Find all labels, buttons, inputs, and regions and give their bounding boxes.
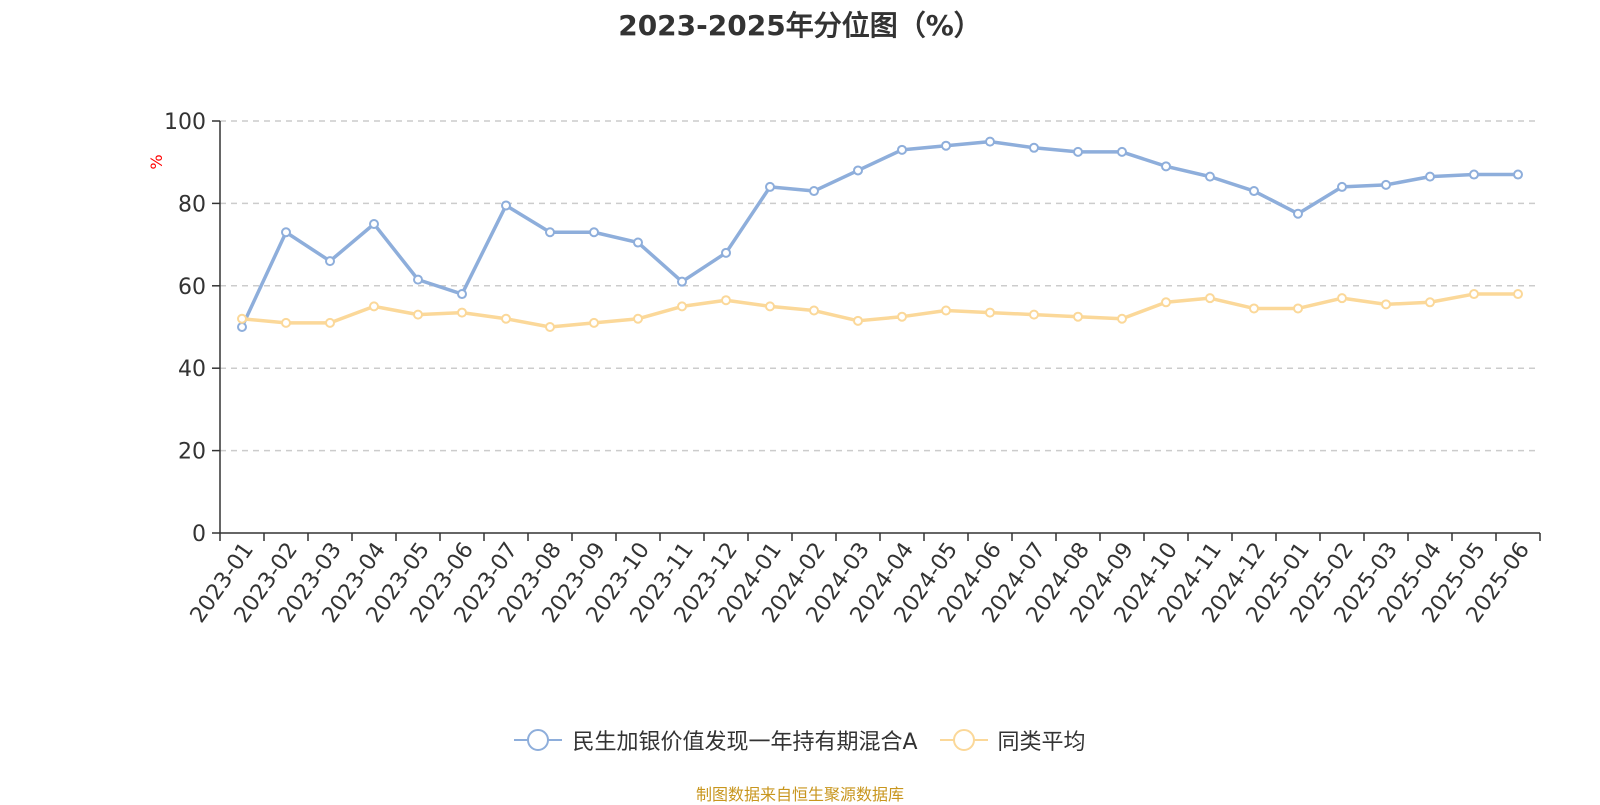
legend-marker-series-1 (514, 729, 563, 751)
data-point (1161, 161, 1171, 172)
legend-item-series-1[interactable]: 民生加银价值发现一年持有期混合A (514, 724, 918, 756)
data-point (1425, 171, 1435, 182)
data-point (281, 227, 291, 238)
chart-title: 2023-2025年分位图（%） (618, 9, 982, 42)
data-point (1117, 146, 1127, 157)
y-tick-label: 60 (178, 275, 206, 300)
source-note: 制图数据来自恒生聚源数据库 (695, 785, 904, 804)
data-point (589, 227, 599, 238)
data-point (1469, 289, 1479, 300)
data-point (1073, 146, 1083, 157)
data-point (853, 315, 863, 326)
data-point (1249, 303, 1259, 314)
data-point (369, 219, 379, 229)
data-point (413, 274, 423, 285)
data-point (809, 186, 819, 197)
data-point (897, 144, 907, 155)
legend: 民生加银价值发现一年持有期混合A 同类平均 (0, 724, 1600, 756)
data-point (1073, 311, 1083, 322)
series-lines (237, 136, 1523, 332)
data-point (1513, 169, 1523, 180)
data-point (677, 301, 687, 312)
data-point (1117, 313, 1127, 324)
data-point (721, 295, 731, 306)
data-point (633, 237, 643, 248)
data-point (633, 313, 643, 324)
data-point (457, 307, 467, 318)
data-point (237, 313, 247, 324)
y-tick-label: 20 (178, 440, 206, 465)
legend-label-series-2: 同类平均 (997, 730, 1086, 755)
y-tick-label: 100 (164, 110, 206, 135)
data-point (941, 140, 951, 151)
grid-lines (220, 120, 1540, 452)
data-point (281, 317, 291, 328)
data-point (457, 289, 467, 300)
data-point (809, 305, 819, 316)
data-point (501, 313, 511, 324)
data-point (941, 305, 951, 316)
data-point (1337, 181, 1347, 192)
data-point (853, 165, 863, 176)
data-point (325, 317, 335, 328)
series-line-1 (240, 139, 1518, 328)
y-tick-label: 0 (192, 522, 206, 547)
data-point (721, 247, 731, 258)
data-point (325, 256, 335, 267)
data-point (1513, 289, 1523, 300)
data-point (369, 301, 379, 312)
data-point (1205, 171, 1215, 182)
data-point (985, 307, 995, 318)
data-point (1249, 186, 1259, 197)
data-point (1029, 309, 1039, 320)
series-line-2 (241, 292, 1518, 329)
data-point (1293, 208, 1303, 219)
y-tick-label: 40 (178, 357, 206, 382)
data-point (985, 136, 995, 147)
legend-label-series-1: 民生加银价值发现一年持有期混合A (572, 730, 918, 755)
data-point (1425, 297, 1435, 308)
y-tick-label: 80 (178, 192, 206, 217)
data-point (589, 317, 599, 328)
data-point (1381, 179, 1391, 190)
data-point (1161, 297, 1171, 308)
data-point (1029, 142, 1039, 153)
data-point (545, 227, 555, 238)
data-point (1469, 169, 1479, 180)
data-point (765, 181, 775, 192)
data-point (1293, 303, 1303, 314)
data-point (1337, 293, 1347, 304)
data-point (545, 322, 555, 332)
data-point (897, 311, 907, 322)
data-point (237, 322, 247, 332)
data-point (1205, 293, 1215, 304)
data-point (413, 309, 423, 320)
legend-item-series-2[interactable]: 同类平均 (939, 724, 1086, 756)
data-point (501, 200, 511, 211)
data-point (677, 276, 687, 287)
data-point (765, 301, 775, 312)
y-axis-label: % (147, 154, 166, 169)
legend-marker-series-2 (939, 729, 988, 751)
data-point (1381, 299, 1391, 310)
